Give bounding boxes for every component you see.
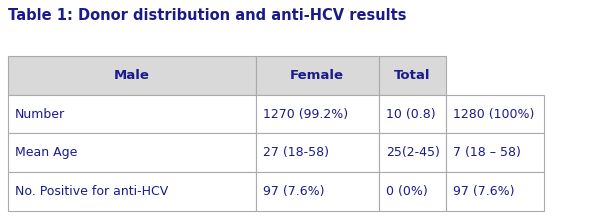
Bar [256,56,378,95]
Text: Female: Female [290,69,344,82]
Bar [256,133,378,172]
Text: 1270 (99.2%): 1270 (99.2%) [263,108,349,120]
Text: 97 (7.6%): 97 (7.6%) [453,185,515,198]
Text: Number: Number [15,108,65,120]
Text: 27 (18-58): 27 (18-58) [263,146,329,159]
Bar [446,133,544,172]
Text: No. Positive for anti-HCV: No. Positive for anti-HCV [15,185,168,198]
Bar [378,133,446,172]
Bar [378,56,446,95]
Bar [7,133,256,172]
Bar [378,95,446,133]
Text: Total: Total [394,69,431,82]
Bar [7,172,256,211]
Text: 7 (18 – 58): 7 (18 – 58) [453,146,521,159]
Bar [256,172,378,211]
Text: 10 (0.8): 10 (0.8) [386,108,436,120]
Bar [7,95,256,133]
Text: 97 (7.6%): 97 (7.6%) [263,185,325,198]
Text: Mean Age: Mean Age [15,146,77,159]
Text: Male: Male [114,69,150,82]
Bar [378,172,446,211]
Text: 1280 (100%): 1280 (100%) [453,108,535,120]
Text: Table 1: Donor distribution and anti-HCV results: Table 1: Donor distribution and anti-HCV… [7,8,406,23]
Bar [256,95,378,133]
Bar [446,95,544,133]
Text: 0 (0%): 0 (0%) [386,185,428,198]
Bar [7,56,256,95]
Text: 25(2-45): 25(2-45) [386,146,440,159]
Bar [446,172,544,211]
